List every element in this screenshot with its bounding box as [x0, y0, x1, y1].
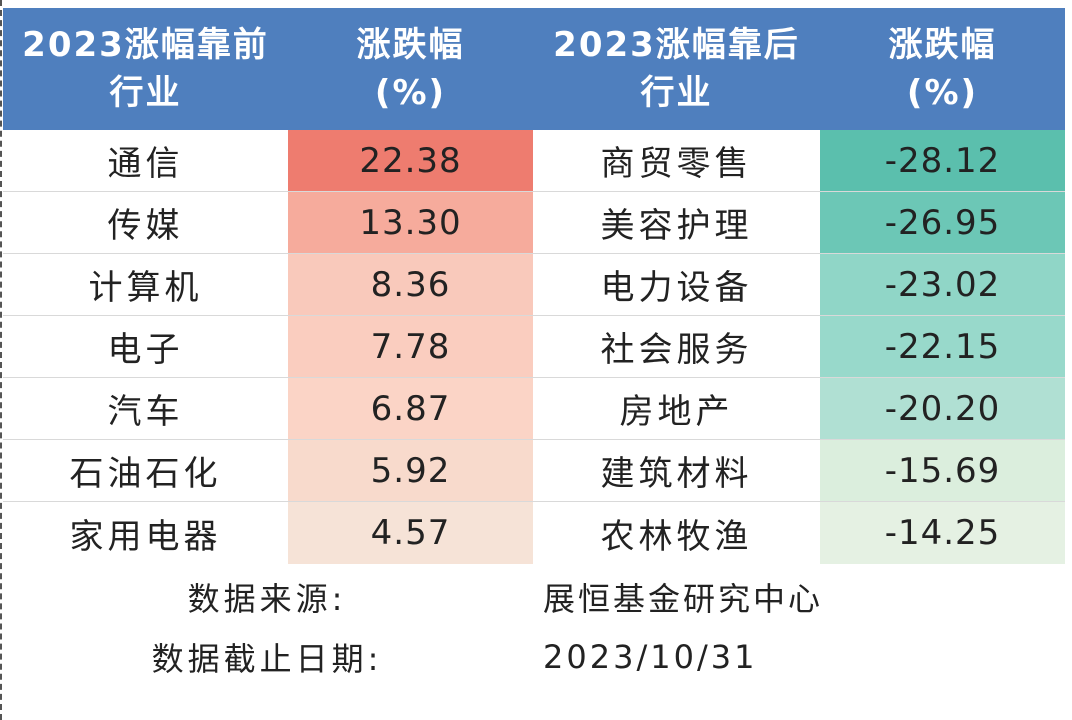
table-row: 传媒 13.30 美容护理 -26.95 — [3, 192, 1065, 254]
bottom-industry-change: -28.12 — [820, 130, 1065, 191]
top-industry-name: 计算机 — [88, 268, 203, 308]
header-top-industry-line1: 2023涨幅靠前 — [22, 25, 269, 65]
bottom-industry-name: 美容护理 — [600, 206, 753, 246]
top-industry-change: 5.92 — [288, 440, 533, 501]
top-industry-name: 家用电器 — [69, 516, 222, 557]
table-row: 通信 22.38 商贸零售 -28.12 — [3, 130, 1065, 192]
header-bottom-change-line1: 涨跌幅 — [888, 25, 997, 65]
data-cutoff-label: 数据截止日期: — [151, 640, 383, 678]
header-bottom-industry: 2023涨幅靠后 行业 — [533, 8, 820, 130]
bottom-industry-name: 电力设备 — [600, 268, 753, 308]
table-row: 石油石化 5.92 建筑材料 -15.69 — [3, 440, 1065, 502]
bottom-industry-change: -23.02 — [820, 254, 1065, 315]
top-industry-name: 电子 — [107, 330, 184, 370]
data-source-value: 展恒基金研究中心 — [543, 580, 824, 618]
bottom-industry-change: -20.20 — [820, 378, 1065, 439]
bottom-industry-change: -14.25 — [820, 502, 1065, 564]
top-industry-change: 6.87 — [288, 378, 533, 439]
data-source-row: 数据来源: 展恒基金研究中心 — [3, 572, 1065, 622]
bottom-industry-change: -22.15 — [820, 316, 1065, 377]
header-top-change-line2: (%) — [374, 73, 447, 113]
top-industry-change: 13.30 — [288, 192, 533, 253]
top-industry-name: 传媒 — [107, 206, 184, 246]
top-industry-name: 通信 — [107, 144, 184, 184]
header-bottom-industry-line1: 2023涨幅靠后 — [553, 25, 800, 65]
top-industry-change: 7.78 — [288, 316, 533, 377]
header-bottom-industry-line2: 行业 — [640, 73, 713, 113]
bottom-industry-name: 房地产 — [619, 392, 734, 432]
header-bottom-change-line2: (%) — [906, 73, 979, 113]
header-top-industry-line2: 行业 — [109, 73, 182, 113]
header-top-change: 涨跌幅 (%) — [288, 8, 533, 130]
top-industry-change: 22.38 — [288, 130, 533, 191]
table-header: 2023涨幅靠前 行业 涨跌幅 (%) 2023涨幅靠后 行业 涨跌幅 (%) — [3, 8, 1065, 130]
bottom-industry-change: -15.69 — [820, 440, 1065, 501]
bottom-industry-change: -26.95 — [820, 192, 1065, 253]
data-cutoff-row: 数据截止日期: 2023/10/31 — [3, 632, 1065, 682]
bottom-industry-name: 农林牧渔 — [600, 516, 753, 557]
top-industry-change: 8.36 — [288, 254, 533, 315]
top-industry-change: 4.57 — [288, 502, 533, 564]
header-bottom-change: 涨跌幅 (%) — [820, 8, 1065, 130]
top-industry-name: 石油石化 — [69, 454, 222, 494]
dashed-border — [0, 0, 2, 720]
data-source-label: 数据来源: — [187, 580, 347, 618]
table-row: 家用电器 4.57 农林牧渔 -14.25 — [3, 502, 1065, 564]
table-body: 通信 22.38 商贸零售 -28.12 传媒 13.30 美容护理 -26.9… — [3, 130, 1065, 564]
header-top-industry: 2023涨幅靠前 行业 — [3, 8, 288, 130]
top-industry-name: 汽车 — [107, 392, 184, 432]
header-top-change-line1: 涨跌幅 — [356, 25, 465, 65]
bottom-industry-name: 社会服务 — [600, 330, 753, 370]
data-cutoff-value: 2023/10/31 — [543, 638, 758, 676]
table-row: 电子 7.78 社会服务 -22.15 — [3, 316, 1065, 378]
table-row: 计算机 8.36 电力设备 -23.02 — [3, 254, 1065, 316]
bottom-industry-name: 建筑材料 — [600, 454, 753, 494]
bottom-industry-name: 商贸零售 — [600, 144, 753, 184]
table-row: 汽车 6.87 房地产 -20.20 — [3, 378, 1065, 440]
